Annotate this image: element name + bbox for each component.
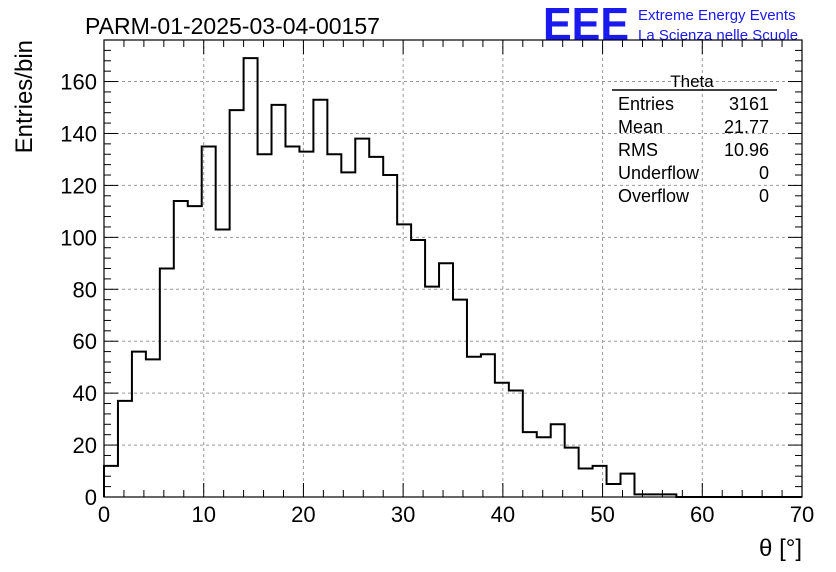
x-tick-label: 40 [491,502,515,527]
histogram-bin [439,263,453,497]
histogram-bin [565,448,579,497]
y-tick-label: 20 [73,433,97,458]
eee-logo-mark: EEE [543,0,629,50]
histogram-bin [118,401,132,497]
histogram-bin [634,494,648,497]
histogram-bin [383,175,397,497]
histogram-bin [523,432,537,497]
x-axis-title: θ [°] [759,535,802,562]
stats-row-label: Mean [618,117,663,137]
histogram-bin [258,154,272,497]
histogram-bin [285,146,299,497]
grid-lines [104,40,802,497]
x-tick-label: 30 [391,502,415,527]
histogram-bin [467,357,481,497]
x-tick-label: 70 [790,502,814,527]
x-tick-label: 50 [590,502,614,527]
histogram-bin [397,224,411,497]
histogram-bin [104,466,118,497]
histogram-bin [607,484,621,497]
y-tick-label: 80 [73,277,97,302]
y-tick-label: 160 [60,70,97,95]
stats-title: Theta [670,72,714,91]
logo-line-1: Extreme Energy Events [638,7,796,24]
histogram-bin [230,110,244,497]
x-tick-label: 60 [690,502,714,527]
histogram-bin [369,157,383,497]
histogram-bin [146,359,160,497]
histogram-bin [648,494,662,497]
histogram-bin [341,172,355,497]
histogram-bin [188,206,202,497]
histogram-bin [174,201,188,497]
stats-row-label: Underflow [618,163,700,183]
histogram-bin [495,383,509,497]
histogram-bin [481,354,495,497]
histogram-bin [662,494,676,497]
histogram-bin [579,468,593,497]
x-tick-label: 10 [191,502,215,527]
histogram-bin [216,230,230,497]
stats-row-value: 21.77 [724,117,769,137]
histogram-bin [551,424,565,497]
histogram-bin [509,391,523,497]
histogram-bin [313,100,327,497]
stats-row-label: Entries [618,94,674,114]
x-tick-labels: 0 10 20 30 40 50 60 70 [98,502,814,527]
x-tick-label: 0 [98,502,110,527]
histogram-bin [425,287,439,497]
histogram-bin [355,139,369,497]
plot-frame [103,39,803,498]
y-tick-label: 60 [73,329,97,354]
stats-row-label: RMS [618,140,658,160]
y-tick-labels: 0 20 40 60 80 100 120 140 160 [60,70,97,510]
histogram-bin [202,146,216,497]
histogram-line [103,57,802,498]
y-axis-title: Entries/bin [11,40,38,153]
y-tick-label: 120 [60,173,97,198]
histogram-bin [272,105,286,497]
y-tick-label: 40 [73,381,97,406]
stats-box: Theta Entries 3161 Mean 21.77 RMS 10.96 Underf… [612,72,777,206]
histogram-bin [160,269,174,498]
histogram-bin [132,352,146,497]
y-tick-label: 100 [60,225,97,250]
eee-logo: EEE Extreme Energy Events La Scienza nel… [543,0,798,50]
histogram-bin [327,154,341,497]
histogram-bin [244,58,258,497]
histogram-bins [104,58,676,497]
x-tick-label: 20 [291,502,315,527]
histogram-bin [411,240,425,497]
stats-row-value: 10.96 [724,140,769,160]
stats-row-label: Overflow [618,186,690,206]
histogram-bin [593,466,607,497]
stats-row-value: 3161 [729,94,769,114]
chart-title: PARM-01-2025-03-04-00157 [85,13,380,39]
stats-row-value: 0 [759,186,769,206]
y-tick-label: 0 [85,485,97,510]
stats-rows: Entries 3161 Mean 21.77 RMS 10.96 Underflow 0 Ov… [618,94,769,206]
stats-row-value: 0 [759,163,769,183]
histogram-bin [537,437,551,497]
histogram-bin [299,152,313,497]
histogram-bin [453,300,467,497]
histogram-bin [621,474,635,497]
y-tick-label: 140 [60,121,97,146]
